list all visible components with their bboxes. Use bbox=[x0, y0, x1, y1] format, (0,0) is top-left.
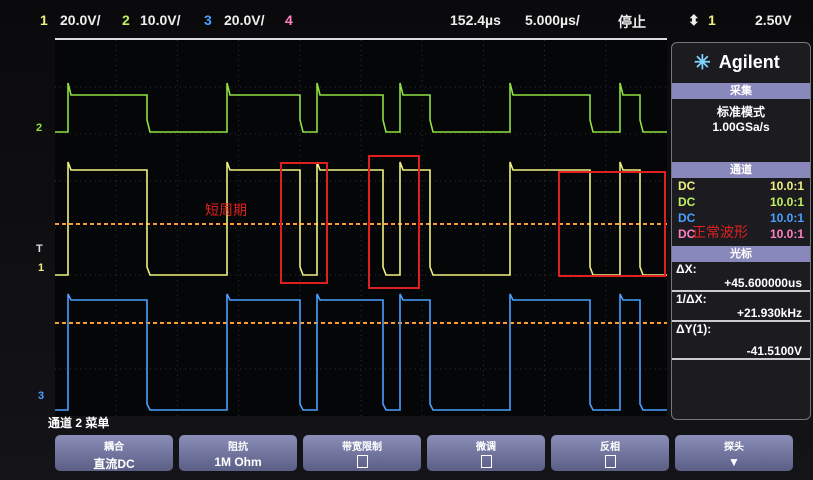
sample-rate: 1.00GSa/s bbox=[712, 120, 770, 134]
ch2-scale[interactable]: 10.0V/ bbox=[140, 12, 181, 28]
dy-label: ΔY(1): bbox=[676, 322, 712, 336]
checkbox-icon bbox=[356, 455, 368, 468]
inv-dx-label: 1/ΔX: bbox=[676, 292, 707, 306]
cursors-header: 光标 bbox=[672, 246, 810, 262]
invert-button[interactable]: 反相 bbox=[551, 435, 669, 471]
ch4-number[interactable]: 4 bbox=[285, 12, 293, 28]
run-state[interactable]: 停止 bbox=[618, 14, 646, 30]
delay-value[interactable]: 152.4µs bbox=[450, 12, 501, 28]
dx-label: ΔX: bbox=[676, 262, 697, 276]
channel-row: DC 10.0:1 bbox=[672, 194, 810, 210]
dy-value: -41.5100V bbox=[672, 336, 810, 360]
probe-button[interactable]: 探头 ▼ bbox=[675, 435, 793, 471]
normal-wave-label: 正常波形 bbox=[692, 225, 748, 241]
trigger-level-marker[interactable]: T bbox=[36, 243, 43, 255]
ch1-ground-marker[interactable]: 1 bbox=[38, 262, 45, 274]
coupling: DC bbox=[678, 179, 696, 193]
inv-dx-value: +21.930kHz bbox=[672, 306, 810, 322]
coupling: DC bbox=[678, 195, 696, 209]
trigger-level[interactable]: 2.50V bbox=[755, 12, 792, 28]
coupling: DC bbox=[678, 211, 696, 225]
acquisition-mode: 标准模式 bbox=[716, 105, 765, 119]
probe-ratio: 10.0:1 bbox=[769, 195, 804, 209]
button-label: 带宽限制 bbox=[342, 442, 382, 453]
channel-row: DC 10.0:1 bbox=[672, 226, 810, 242]
probe-ratio: 10.0:1 bbox=[769, 227, 804, 241]
brand-name: Agilent bbox=[718, 51, 780, 72]
short-period-label: 短周期 bbox=[205, 203, 247, 219]
short-period-box-1 bbox=[280, 162, 328, 284]
button-label: 阻抗 bbox=[228, 442, 248, 453]
ch1-number[interactable]: 1 bbox=[40, 12, 48, 28]
channels-header: 通道 bbox=[672, 162, 810, 178]
status-bar: 1 20.0V/ 2 10.0V/ 3 20.0V/ 4 152.4µs 5.0… bbox=[0, 8, 813, 32]
checkbox-icon bbox=[480, 455, 492, 468]
button-label: 探头 bbox=[724, 442, 744, 453]
info-sidebar: ✳ Agilent 采集 标准模式 1.00GSa/s 通道 DC 10.0:1 … bbox=[671, 42, 811, 420]
channel-row: DC 10.0:1 bbox=[672, 178, 810, 194]
coupling-button[interactable]: 耦合直流DC bbox=[55, 435, 173, 471]
brand: ✳ Agilent bbox=[672, 43, 810, 81]
waveform-plot bbox=[55, 40, 667, 416]
ch3-number[interactable]: 3 bbox=[204, 12, 212, 28]
ch3-ground-marker[interactable]: 3 bbox=[38, 390, 45, 402]
waveform-screen[interactable] bbox=[55, 38, 667, 416]
ch3-scale[interactable]: 20.0V/ bbox=[224, 12, 265, 28]
button-label: 反相 bbox=[600, 442, 620, 453]
menu-title: 通道 2 菜单 bbox=[48, 416, 110, 430]
trigger-edge-icon: ⬍ bbox=[688, 12, 700, 28]
timebase-value[interactable]: 5.000µs/ bbox=[525, 12, 580, 28]
trigger-source[interactable]: 1 bbox=[708, 12, 716, 28]
arrow-down-icon: ▼ bbox=[728, 455, 740, 469]
channel-row: DC 10.0:1 bbox=[672, 210, 810, 226]
button-label: 耦合 bbox=[104, 442, 124, 453]
probe-ratio: 10.0:1 bbox=[769, 211, 804, 225]
acquisition-header: 采集 bbox=[672, 83, 810, 99]
ch3-trace bbox=[55, 293, 667, 411]
probe-ratio: 10.0:1 bbox=[769, 179, 804, 193]
ch1-scale[interactable]: 20.0V/ bbox=[60, 12, 101, 28]
dx-value: +45.600000us bbox=[672, 276, 810, 292]
coupling: DC bbox=[678, 227, 696, 241]
normal-wave-box bbox=[558, 171, 666, 277]
checkbox-icon bbox=[604, 455, 616, 468]
ch2-number[interactable]: 2 bbox=[122, 12, 130, 28]
bandwidth-limit-button[interactable]: 带宽限制 bbox=[303, 435, 421, 471]
button-value: 1M Ohm bbox=[214, 455, 262, 469]
short-period-box-2 bbox=[368, 155, 420, 289]
impedance-button[interactable]: 阻抗 1M Ohm bbox=[179, 435, 297, 471]
ch2-ground-marker[interactable]: 2 bbox=[36, 122, 43, 134]
agilent-spark-icon: ✳ bbox=[694, 51, 711, 74]
ch2-trace bbox=[55, 82, 667, 133]
button-label: 微调 bbox=[476, 442, 496, 453]
vernier-button[interactable]: 微调 bbox=[427, 435, 545, 471]
button-value: 直流DC bbox=[93, 457, 135, 471]
